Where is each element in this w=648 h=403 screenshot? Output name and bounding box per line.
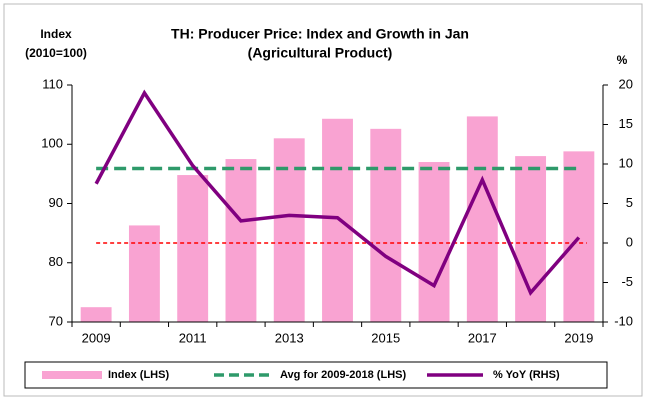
y-tick-label: 90 bbox=[49, 195, 63, 210]
bar bbox=[273, 138, 305, 322]
y2-tick-label: 15 bbox=[619, 116, 633, 131]
x-tick-label: 2015 bbox=[371, 330, 400, 345]
bar bbox=[466, 116, 498, 322]
x-tick-label: 2011 bbox=[179, 330, 207, 345]
chart-title: TH: Producer Price: Index and Growth in … bbox=[171, 26, 469, 42]
y2-axis-label: % bbox=[617, 53, 628, 67]
x-tick-label: 2017 bbox=[468, 330, 497, 345]
x-tick-label: 2009 bbox=[82, 330, 111, 345]
y2-tick-label: 20 bbox=[619, 76, 633, 91]
legend-label: Index (LHS) bbox=[108, 369, 169, 381]
y-axis-label: Index bbox=[40, 27, 72, 41]
bar bbox=[563, 151, 595, 322]
y-tick-label: 100 bbox=[41, 136, 63, 151]
bar bbox=[370, 128, 402, 322]
y2-tick-label: 5 bbox=[626, 195, 633, 210]
chart-title: (Agricultural Product) bbox=[248, 45, 393, 61]
x-tick-label: 2013 bbox=[275, 330, 304, 345]
bar bbox=[418, 162, 450, 322]
bar bbox=[177, 175, 209, 322]
bar bbox=[225, 159, 257, 322]
bar bbox=[80, 307, 112, 322]
y2-tick-label: 10 bbox=[619, 155, 633, 170]
legend-swatch bbox=[42, 371, 102, 379]
y2-tick-label: -5 bbox=[621, 274, 633, 289]
y-tick-label: 70 bbox=[49, 313, 63, 328]
bar bbox=[128, 225, 160, 322]
bar bbox=[322, 118, 353, 323]
legend-label: Avg for 2009-2018 (LHS) bbox=[280, 369, 406, 381]
x-tick-label: 2019 bbox=[564, 330, 593, 345]
line-series bbox=[94, 89, 581, 297]
y2-tick-label: -10 bbox=[614, 313, 633, 328]
y2-tick-label: 0 bbox=[626, 234, 633, 249]
legend-box bbox=[24, 361, 608, 389]
y-axis-label: (2010=100) bbox=[25, 46, 87, 60]
legend-label: % YoY (RHS) bbox=[493, 369, 560, 381]
bar bbox=[515, 156, 547, 322]
y-tick-label: 80 bbox=[49, 254, 63, 269]
y-tick-label: 110 bbox=[42, 76, 63, 91]
